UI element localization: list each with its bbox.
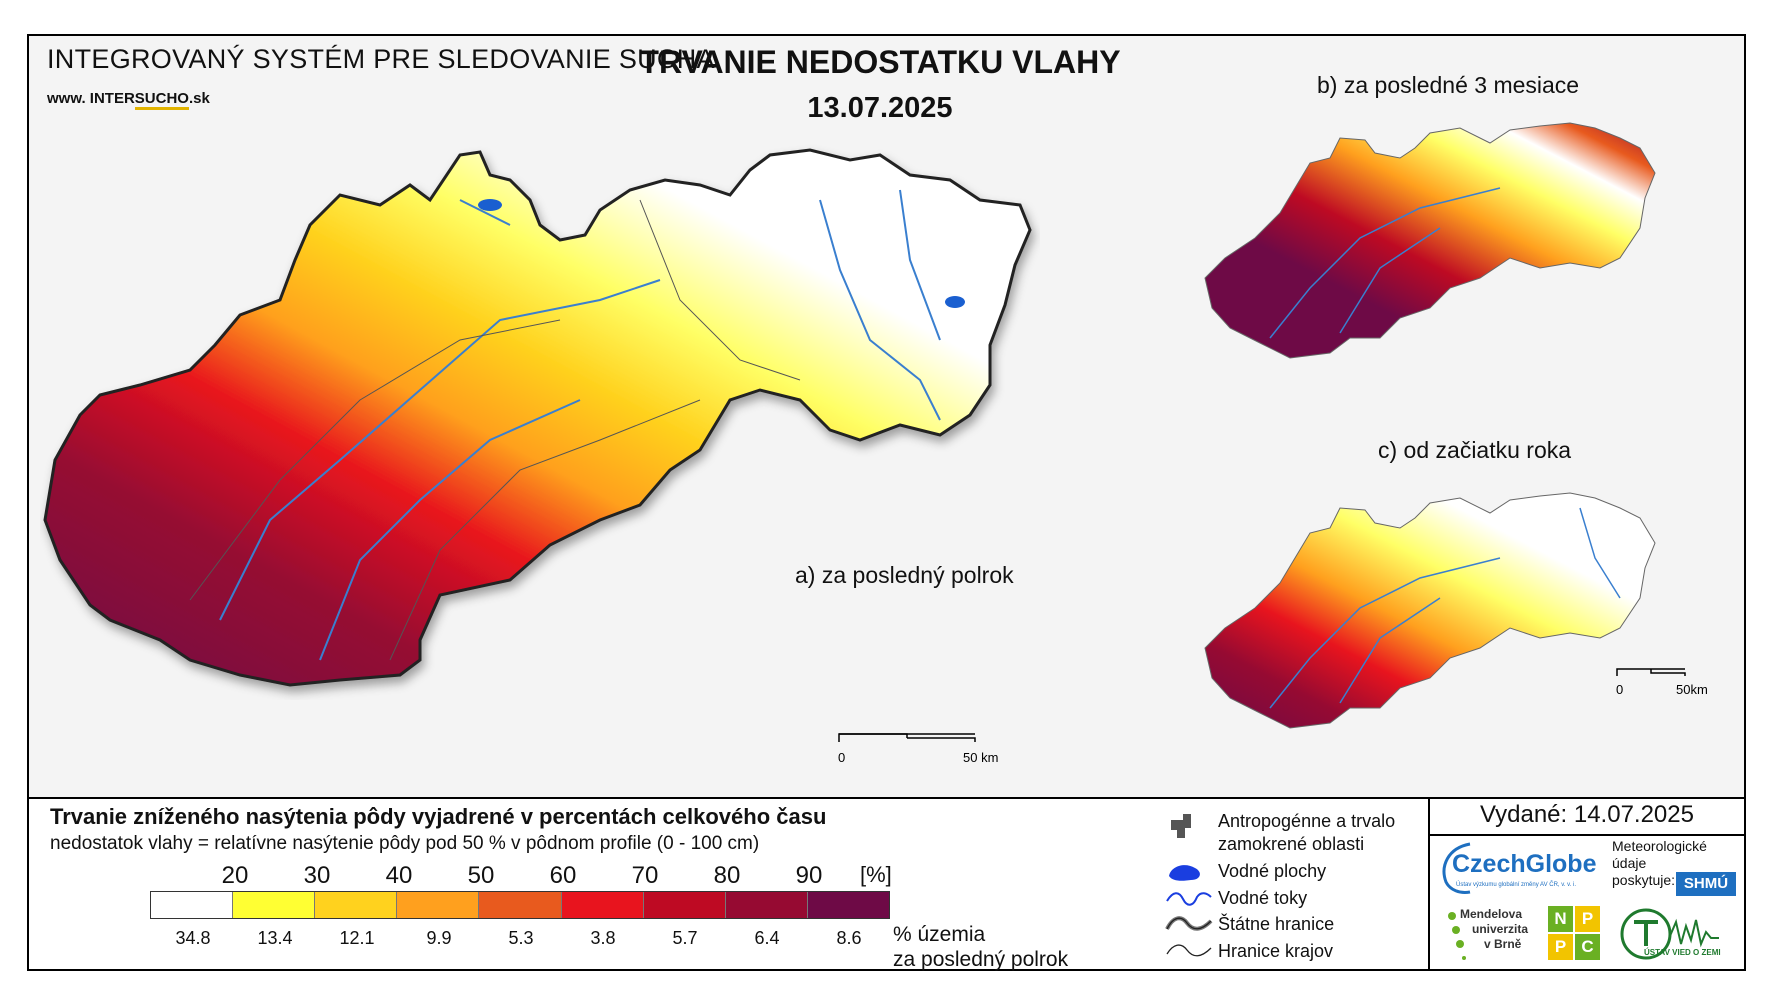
legend-swatch [561, 892, 644, 918]
c-scale-zero: 0 [1616, 682, 1623, 697]
mendel-line3: v Brně [1484, 937, 1522, 951]
legend-color-bar [150, 891, 890, 919]
legend-swatch [807, 892, 889, 918]
website-suffix: .sk [188, 90, 210, 107]
anthropogenic-area-icon [1171, 814, 1191, 838]
map-a-label: a) za posledný polrok [795, 562, 1014, 588]
system-title: INTEGROVANÝ SYSTÉM PRE SLEDOVANIE SUCHA [47, 44, 715, 74]
meteo-line2: údaje [1612, 855, 1647, 871]
water-body [478, 199, 502, 211]
shmu-logo[interactable]: SHMÚ [1676, 872, 1736, 896]
website-prefix: www. [47, 90, 86, 107]
key-state-borders: Štátne hranice [1218, 914, 1335, 934]
legend-swatch [725, 892, 808, 918]
c-scale-bar: 0 50km [1616, 668, 1708, 697]
nppc-letter: P [1575, 906, 1600, 932]
main-drought-map [43, 148, 1032, 687]
czechglobe-name: CzechGlobe [1452, 850, 1597, 878]
legend-swatch [233, 892, 316, 918]
legend-percentage: 8.6 [836, 928, 862, 948]
legend-tick: 20 [221, 862, 249, 889]
czechglobe-subtitle: Ústav výzkumu globální změny AV ČR, v. v… [1456, 882, 1577, 888]
legend-unit: [%] [860, 862, 892, 887]
main-scale-bar: 0 50 km [838, 733, 998, 765]
issued-box [1430, 800, 1744, 836]
issued-date: Vydané: 14.07.2025 [1480, 801, 1694, 828]
legend-percentage: 34.8 [175, 928, 211, 948]
legend-percentage: 3.8 [590, 928, 616, 948]
map-c-label: c) od začiatku roka [1378, 437, 1572, 463]
mendel-line2: univerzita [1472, 922, 1529, 936]
legend-title: Trvanie zníženého nasýtenia pôdy vyjadre… [50, 804, 827, 829]
main-scale-zero: 0 [838, 750, 845, 765]
key-region-borders: Hranice krajov [1218, 941, 1334, 961]
website-link[interactable]: www. INTERSUCHO.sk [47, 90, 210, 110]
legend-percentage: 12.1 [339, 928, 375, 948]
legend-tick: 30 [303, 862, 331, 889]
czechglobe-logo[interactable]: CzechGlobe Ústav výzkumu globální změny … [1436, 840, 1606, 896]
uvz-seismo-icon [1620, 908, 1719, 960]
website-name-a: INTER [89, 90, 135, 107]
slovakia-outline-b [1204, 122, 1656, 359]
nppc-letter: C [1575, 934, 1600, 960]
legend-tick: 60 [549, 862, 577, 889]
meteo-text: Meteorologické údaje poskytuje: [1612, 838, 1707, 889]
territory-line2: za posledný polrok [893, 948, 1069, 971]
meteo-line3: poskytuje: [1612, 872, 1676, 888]
mendel-dots-icon [1448, 912, 1466, 960]
uvz-logo[interactable]: ÚSTAV VIED O ZEMI [1620, 904, 1732, 964]
key-water-bodies: Vodné plochy [1218, 861, 1327, 881]
czechglobe-arc-icon [1442, 842, 1471, 894]
legend-percentage: 6.4 [754, 928, 780, 948]
territory-caption: % územia za posledný polrok [893, 922, 1068, 972]
legend-swatch [397, 892, 480, 918]
key-anthropogenic-line2: zamokrené oblasti [1218, 834, 1365, 854]
meteo-line1: Meteorologické [1612, 838, 1707, 854]
map-c-drought [1204, 492, 1656, 729]
legend-swatch [315, 892, 398, 918]
c-scale-end: 50km [1676, 682, 1708, 697]
legend-percentage: 5.3 [508, 928, 534, 948]
legend-tick: 80 [713, 862, 741, 889]
nppc-letter: N [1548, 906, 1573, 932]
website-name-b: SUCHO [134, 90, 189, 110]
key-anthropogenic-line1: Antropogénne a trvalo [1218, 811, 1396, 831]
mendel-line1: Mendelova [1460, 907, 1523, 921]
map-date: 13.07.2025 [807, 92, 953, 124]
legend-swatch [643, 892, 726, 918]
map-b-label: b) za posledné 3 mesiace [1317, 72, 1580, 98]
territory-line1: % územia [893, 923, 986, 946]
nppc-letter: P [1548, 934, 1573, 960]
legend-percentage: 5.7 [672, 928, 698, 948]
key-anthropogenic: Antropogénne a trvalo zamokrené oblasti [1218, 810, 1395, 856]
water-body [945, 296, 965, 308]
key-rivers: Vodné toky [1218, 888, 1308, 908]
legend-subtitle: nedostatok vlahy = relatívne nasýtenie p… [50, 833, 760, 854]
legend-tick: 40 [385, 862, 413, 889]
legend-percentage: 9.9 [426, 928, 452, 948]
main-scale-end: 50 km [963, 750, 998, 765]
water-body-icon [1169, 865, 1200, 881]
slovakia-outline [43, 148, 1032, 687]
nppc-logo[interactable]: N P P C [1548, 906, 1600, 960]
region-border-icon [1166, 944, 1212, 957]
issuer-separator [1428, 797, 1430, 971]
slovakia-outline-c [1204, 492, 1656, 729]
map-title: TRVANIE NEDOSTATKU VLAHY [639, 44, 1121, 80]
state-border-icon [1165, 916, 1213, 931]
uvz-name: ÚSTAV VIED O ZEMI [1644, 948, 1721, 957]
legend-tick: 50 [467, 862, 495, 889]
mendel-logo[interactable]: Mendelova univerzita v Brně [1460, 907, 1528, 952]
legend-percentage: 13.4 [257, 928, 293, 948]
map-b-drought [1204, 122, 1656, 359]
legend-tick: 90 [795, 862, 823, 889]
legend-swatch [151, 892, 234, 918]
river-icon [1166, 892, 1212, 906]
legend-swatch [479, 892, 562, 918]
legend-tick: 70 [631, 862, 659, 889]
